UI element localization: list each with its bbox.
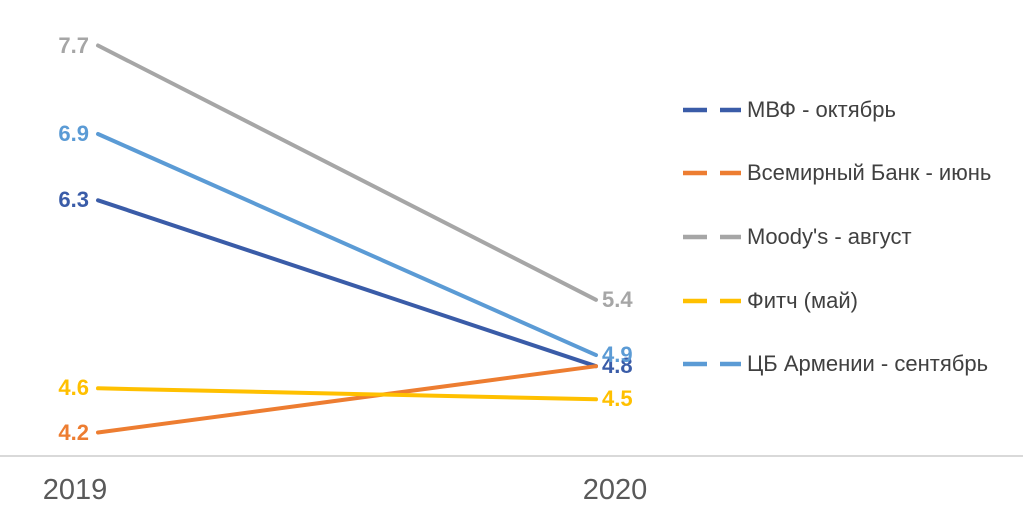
legend-item-cb-armenia: ЦБ Армении - сентябрь [681, 332, 991, 396]
series-line-3 [96, 386, 598, 402]
legend-dash-swatch [683, 298, 741, 303]
data-label-start-2: 7.7 [58, 32, 89, 58]
data-label-end-3: 4.5 [602, 386, 633, 412]
legend-dash-swatch [683, 234, 741, 240]
data-label-end-0: 4.8 [602, 353, 633, 379]
legend-dash-swatch [683, 361, 741, 367]
data-label-start-3: 4.6 [58, 375, 89, 401]
legend-label: МВФ - октябрь [747, 96, 896, 122]
legend-label: ЦБ Армении - сентябрь [747, 351, 989, 377]
series-line-0 [96, 198, 598, 369]
data-label-end-4: 4.9 [602, 342, 633, 368]
legend: МВФ - октябрь Всемирный Банк - июнь Mood… [681, 78, 991, 396]
legend-label: Moody's - август [747, 223, 912, 249]
x-axis-label-2019: 2019 [42, 474, 108, 506]
legend-dash-swatch [683, 171, 741, 176]
data-label-start-0: 6.3 [58, 187, 89, 213]
series-line-4 [96, 132, 598, 358]
data-label-start-4: 6.9 [58, 121, 89, 146]
series-line-2 [96, 43, 598, 302]
legend-item-mvf: МВФ - октябрь [681, 78, 991, 142]
legend-dash-swatch [683, 107, 741, 113]
x-axis-label-2020: 2020 [582, 474, 648, 506]
legend-label: Фитч (май) [747, 287, 858, 313]
legend-item-world-bank: Всемирный Банк - июнь [681, 142, 991, 206]
series-line-1 [96, 364, 598, 435]
legend-item-moodys: Moody's - август [681, 205, 991, 269]
data-label-start-1: 4.2 [58, 419, 89, 445]
legend-item-fitch: Фитч (май) [681, 269, 991, 333]
legend-label: Всемирный Банк - июнь [747, 160, 992, 186]
data-label-end-2: 5.4 [602, 286, 633, 312]
